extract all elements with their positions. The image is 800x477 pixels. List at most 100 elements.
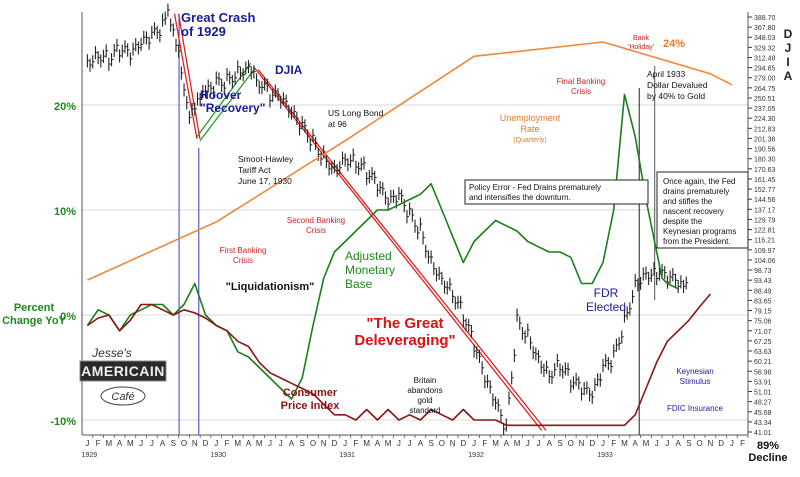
x-month-label: M [363,439,370,448]
right-axis-tick-label: 348.03 [754,35,776,42]
annotation-bank-line: Bank [633,35,649,42]
right-axis-tick-label: 367.80 [754,25,776,32]
x-month-label: M [127,439,134,448]
right-axis-tick-label: 312.48 [754,55,776,62]
annotation-april-1933-line: April 1933 [647,69,686,79]
x-month-label: O [568,439,574,448]
x-month-label: J [268,439,272,448]
x-month-label: N [321,439,327,448]
annotation-unemployment-line: Rate [520,124,539,134]
left-axis-title-line: Change YoY [2,315,66,327]
annotation-smoot-hawley: Smoot-Hawley Tariff Act June 17, 1930 [238,154,294,186]
annotation-the-great: "The Great Deleveraging" [354,315,455,349]
right-axis-tick-label: 56.98 [754,369,772,376]
right-axis-tick-label: 53.91 [754,379,772,386]
fed-drains-again-note: Once again, the Fed drains prematurely and… [663,177,736,246]
right-axis-tick-label: 63.63 [754,349,772,356]
great-deleveraging-trendline [257,69,547,431]
annotation-britain-line: standard [409,406,440,415]
right-axis-tick-label: 71.07 [754,329,772,336]
x-month-label: A [633,439,639,448]
series-line-adjusted-monetary-base [86,93,679,400]
logo-line-2: AMERICAIN [81,363,165,379]
x-month-label: S [428,439,433,448]
left-axis-title-line: Percent [14,302,55,314]
annotation-smoot-hawley-line: Smoot-Hawley [238,154,294,164]
x-month-label: J [397,439,401,448]
hoover-recovery-trendline [196,62,252,138]
annotation-hoover-line: Hoover [200,88,242,102]
fed-drains-again-note-line: drains prematurely [663,187,729,196]
annotation-us-long-bond-line: at 96 [328,119,347,129]
right-axis-tick-label: 41.01 [754,430,772,437]
x-month-label: J [537,439,541,448]
left-axis-tick-label: 20% [54,101,76,113]
x-month-label: D [460,439,466,448]
annotation-bank-line: 'Holiday' [628,44,654,51]
annotation-second-banking-line: Crisis [306,226,326,235]
x-month-label: J [730,439,734,448]
decline-trendlines [173,13,547,431]
annotation-djia-line: DJIA [275,63,303,77]
annotation-fdr: FDR Elected [586,286,626,314]
right-axis-tick-label: 212.83 [754,126,776,133]
policy-error-note-line: and intensifies the downturn. [469,193,571,202]
x-month-label: D [589,439,595,448]
fed-drains-again-note-line: despite the [663,217,703,226]
annotation-first-banking-line: Crisis [233,256,253,265]
x-month-label: F [96,439,101,448]
x-month-label: D [332,439,338,448]
right-axis-title-letter: A [784,69,793,83]
x-month-label: J [665,439,669,448]
x-month-label: N [579,439,585,448]
annotations: Great Crash of 1929 Hoover "Recovery" DJIA Sm… [181,10,749,415]
annotation-second-banking-line: Second Banking [287,216,345,225]
right-axis-tick-label: 122.81 [754,228,776,235]
annotation-april-1933-line: by 40% to Gold [647,91,705,101]
x-month-label: M [385,439,392,448]
annotation-fdic-insurance-line: FDIC Insurance [667,404,724,413]
x-month-label: J [526,439,530,448]
x-month-label: J [601,439,605,448]
x-month-label: F [353,439,358,448]
x-month-label: M [621,439,628,448]
right-axis-tick-label: 137.17 [754,207,776,214]
x-month-label: S [686,439,691,448]
annotation-keynesian: Keynesian Stimulus [676,367,713,386]
left-axis-tick-label: 0% [60,311,76,323]
x-month-label: D [718,439,724,448]
indicator-series [86,41,733,427]
x-month-label: J [279,439,283,448]
right-axis-tick-label: 104.06 [754,258,776,265]
left-axis-tick-label: -10% [50,416,76,428]
annotation-consumer-line: Price Index [281,400,341,412]
right-axis-tick-label: 79.15 [754,309,772,316]
annotation-unemployment: Unemployment Rate [500,113,561,134]
right-axis-tick-label: 48.27 [754,400,772,407]
right-axis-tick-label: 144.56 [754,197,776,204]
right-axis-tick-label: 43.34 [754,420,772,427]
x-month-label: N [450,439,456,448]
right-axis-tick-label: 279.00 [754,76,776,83]
right-axis-tick-label: 201.38 [754,136,776,143]
x-month-label: N [708,439,714,448]
annotation-fdr-line: FDR [594,286,619,300]
annotation-liquidationism: "Liquidationism" [226,281,315,293]
annotation-24-line: 24% [663,38,685,50]
annotation-great-crash-line: of 1929 [181,24,226,39]
x-year-label: 1933 [597,452,613,459]
annotation-smoot-hawley-line: June 17, 1930 [238,176,292,186]
x-month-label: M [106,439,113,448]
annotation-britain: Britain abandons gold standard [407,376,442,415]
right-axis-tick-label: 152.77 [754,187,776,194]
x-month-label: J [472,439,476,448]
right-axis-title-letter: I [786,55,789,69]
right-axis-tick-label: 170.63 [754,167,776,174]
crash-trendline [173,13,198,139]
annotation-us-long-bond-line: US Long Bond [328,108,384,118]
x-month-label: M [643,439,650,448]
right-axis-tick-label: 161.45 [754,177,776,184]
x-month-label: A [504,439,510,448]
left-axis-title: Percent Change YoY [2,302,66,327]
x-month-label: J [85,439,89,448]
